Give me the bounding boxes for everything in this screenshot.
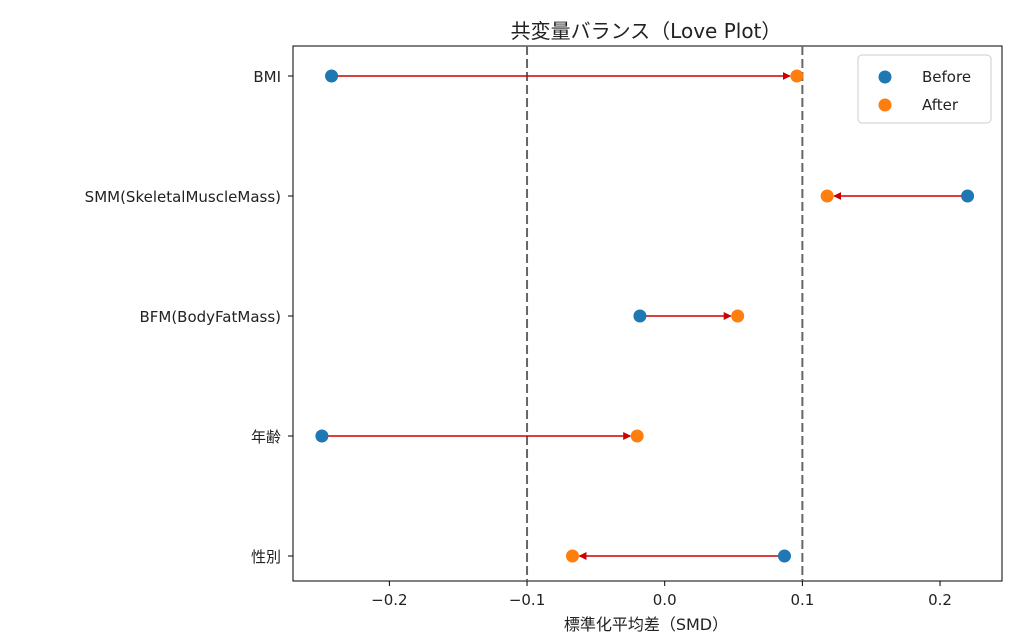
chart-title: 共変量バランス（Love Plot） <box>511 19 782 43</box>
x-tick-label: −0.1 <box>509 591 545 609</box>
before-point <box>633 309 647 323</box>
legend: Before After <box>857 54 992 124</box>
x-tick-label: −0.2 <box>371 591 407 609</box>
x-axis-label: 標準化平均差（SMD） <box>564 615 728 634</box>
y-tick-label: BMI <box>253 68 281 86</box>
arrow-layer <box>321 72 968 560</box>
x-axis: −0.2 −0.1 0.0 0.1 0.2 <box>371 581 952 609</box>
y-tick-label: 年齢 <box>251 428 281 446</box>
before-point <box>961 189 975 203</box>
y-tick-label: BFM(BodyFatMass) <box>139 308 281 326</box>
plot-area <box>292 45 1003 582</box>
legend-before-marker <box>878 70 892 84</box>
x-tick-label: 0.0 <box>653 591 677 609</box>
x-tick-label: 0.1 <box>790 591 814 609</box>
y-axis: BMI SMM(SkeletalMuscleMass) BFM(BodyFatMas… <box>85 68 293 566</box>
after-point <box>790 69 804 83</box>
threshold-lines <box>526 46 804 581</box>
after-point <box>731 309 745 323</box>
before-point <box>315 429 329 443</box>
y-tick-label: SMM(SkeletalMuscleMass) <box>85 188 281 206</box>
after-point <box>565 549 579 563</box>
points-layer <box>315 69 975 563</box>
before-point <box>325 69 339 83</box>
x-tick-label: 0.2 <box>928 591 952 609</box>
after-point <box>820 189 834 203</box>
legend-after-marker <box>878 98 892 112</box>
legend-after-label: After <box>922 96 959 114</box>
before-point <box>777 549 791 563</box>
y-tick-label: 性別 <box>251 548 281 566</box>
legend-before-label: Before <box>922 68 971 86</box>
after-point <box>630 429 644 443</box>
